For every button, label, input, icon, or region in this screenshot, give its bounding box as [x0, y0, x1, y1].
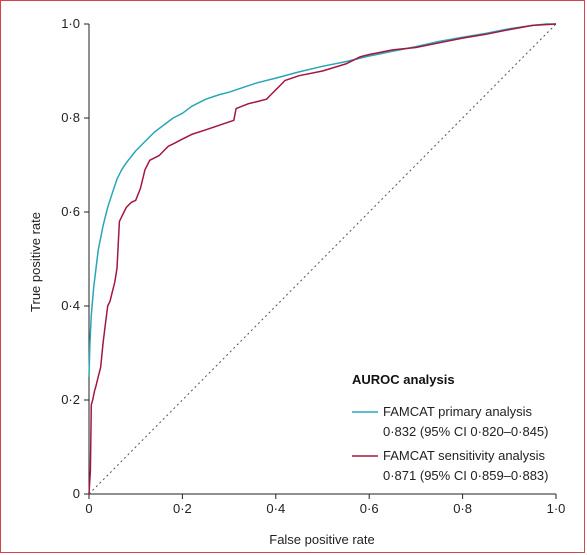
x-tick-label: 0 [85, 501, 92, 516]
y-tick-label: 0·8 [61, 110, 80, 125]
x-tick-label: 0·4 [266, 501, 285, 516]
y-tick-label: 0·4 [61, 298, 80, 313]
x-tick-label: 0·6 [360, 501, 379, 516]
x-tick-label: 0·8 [453, 501, 472, 516]
legend-label-sensitivity: FAMCAT sensitivity analysis [383, 448, 546, 463]
series-line-primary [88, 23, 556, 377]
y-tick-label: 1·0 [61, 16, 80, 31]
y-tick-label: 0·6 [61, 204, 80, 219]
legend-detail-primary: 0·832 (95% CI 0·820–0·845) [383, 424, 549, 439]
x-axis-title: False positive rate [269, 532, 375, 547]
legend-label-primary: FAMCAT primary analysis [383, 404, 533, 419]
reference-diagonal-line [88, 23, 557, 495]
x-tick-label: 1·0 [547, 501, 566, 516]
axes [88, 24, 556, 495]
ticks: 0 0·2 0·4 0·6 0·8 1·0 0 0·2 0·4 0·6 0·8 1·0 [61, 16, 565, 516]
x-tick-label: 0·2 [173, 501, 192, 516]
legend: AUROC analysis FAMCAT primary analysis 0… [352, 372, 549, 483]
y-tick-label: 0·2 [61, 392, 80, 407]
series-line-sensitivity [88, 23, 557, 495]
y-tick-label: 0 [73, 486, 80, 501]
series-layer [88, 23, 557, 495]
y-axis-title: True positive rate [28, 212, 43, 312]
legend-detail-sensitivity: 0·871 (95% CI 0·859–0·883) [383, 468, 549, 483]
legend-title: AUROC analysis [352, 372, 455, 387]
